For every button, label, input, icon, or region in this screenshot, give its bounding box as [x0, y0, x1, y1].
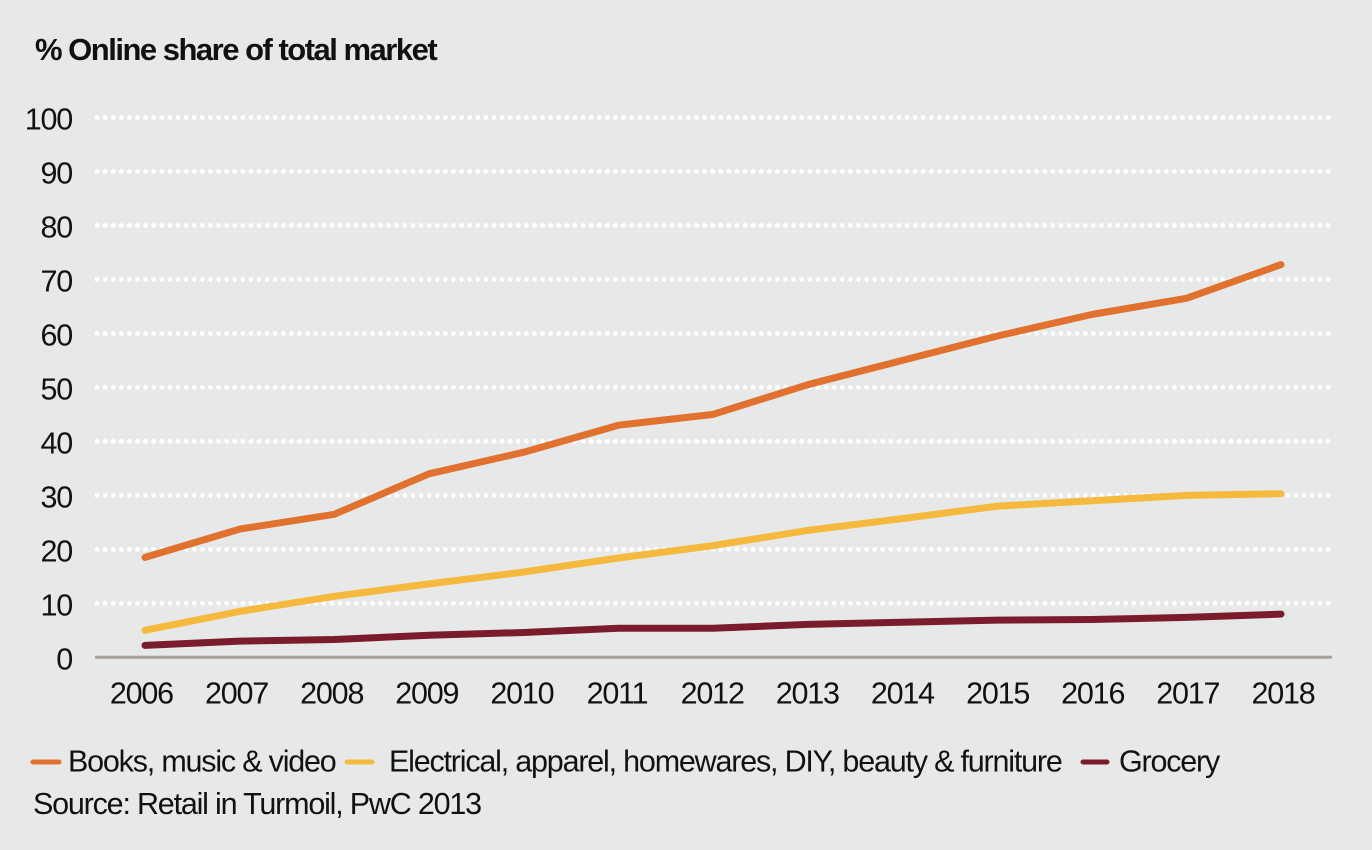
svg-text:2010: 2010 — [490, 676, 553, 710]
svg-text:2016: 2016 — [1061, 676, 1124, 710]
svg-text:40: 40 — [40, 427, 72, 461]
svg-text:50: 50 — [40, 373, 72, 407]
svg-text:60: 60 — [40, 319, 72, 353]
svg-text:2008: 2008 — [300, 676, 363, 710]
svg-text:2009: 2009 — [395, 676, 458, 710]
svg-text:2018: 2018 — [1251, 676, 1314, 710]
svg-text:% Online share of total market: % Online share of total market — [35, 32, 437, 67]
svg-text:2013: 2013 — [776, 676, 839, 710]
svg-text:2014: 2014 — [871, 676, 935, 710]
svg-text:2006: 2006 — [110, 676, 173, 710]
svg-text:2017: 2017 — [1156, 676, 1219, 710]
svg-text:Books, music & video: Books, music & video — [68, 745, 336, 779]
svg-text:70: 70 — [40, 265, 72, 299]
svg-text:Electrical, apparel, homewares: Electrical, apparel, homewares, DIY, bea… — [389, 745, 1062, 779]
svg-text:10: 10 — [40, 589, 72, 623]
svg-text:Grocery: Grocery — [1119, 745, 1221, 779]
svg-text:Source: Retail in Turmoil, PwC: Source: Retail in Turmoil, PwC 2013 — [33, 787, 481, 821]
svg-text:2012: 2012 — [681, 676, 744, 710]
svg-text:80: 80 — [40, 211, 72, 245]
svg-text:0: 0 — [56, 643, 72, 677]
svg-text:100: 100 — [25, 103, 73, 137]
svg-text:90: 90 — [40, 157, 72, 191]
svg-text:2011: 2011 — [587, 676, 648, 710]
svg-text:20: 20 — [40, 535, 72, 569]
svg-text:2015: 2015 — [966, 676, 1029, 710]
svg-text:2007: 2007 — [205, 676, 268, 710]
svg-text:30: 30 — [40, 481, 72, 515]
